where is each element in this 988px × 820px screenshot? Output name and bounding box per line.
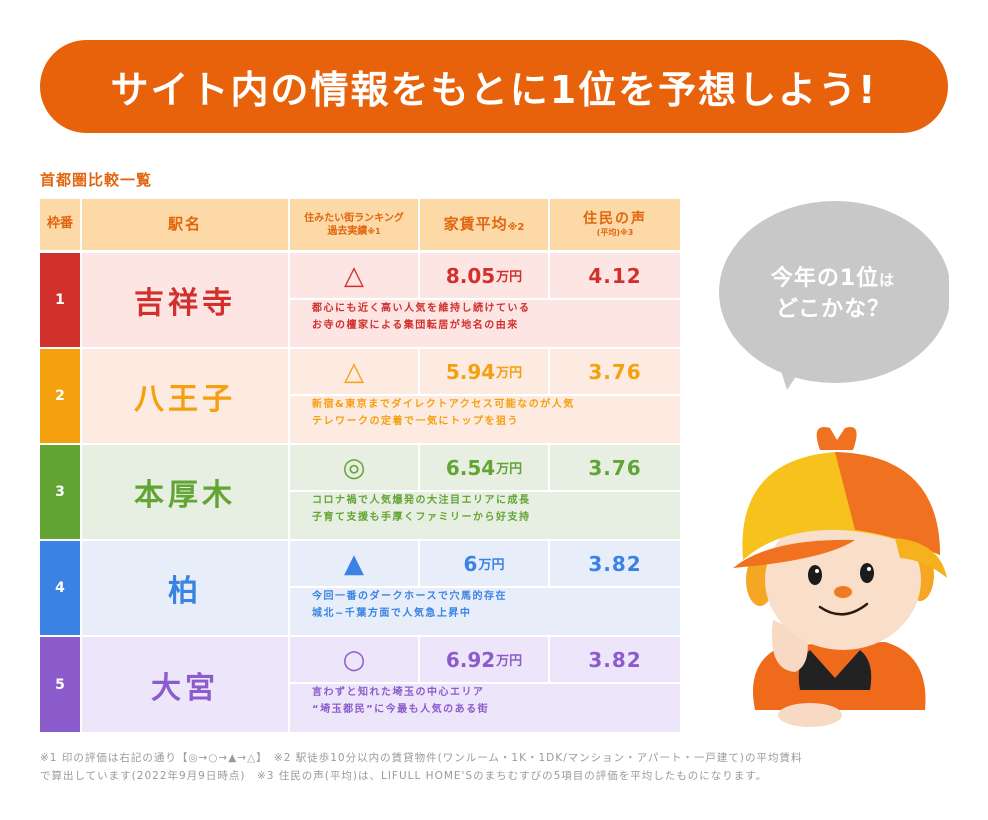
rent-value: 6 bbox=[463, 551, 478, 576]
rent-value: 6.54 bbox=[445, 455, 496, 480]
ranking-mark: △ bbox=[290, 349, 418, 394]
bubble-text: 今年の1位は どこかな？ bbox=[717, 200, 949, 390]
mascot-illustration-icon bbox=[733, 426, 947, 727]
rent-unit: 万円 bbox=[496, 462, 523, 477]
headline-text: サイト内の情報をもとに1位を予想しよう! bbox=[110, 68, 878, 112]
header-rent-note: ※2 bbox=[507, 222, 525, 233]
footnote-line: で算出しています(2022年9月9日時点) ※3 住民の声(平均)は、LIFUL… bbox=[40, 770, 768, 783]
headline-banner: サイト内の情報をもとに1位を予想しよう! bbox=[40, 40, 948, 133]
station-name: 本厚木 bbox=[82, 445, 288, 539]
ranking-mark: ○ bbox=[290, 637, 418, 682]
station-name: 八王子 bbox=[82, 349, 288, 443]
rent-average: 8.05 万円 bbox=[420, 253, 548, 298]
rent-unit: 万円 bbox=[478, 558, 505, 573]
rent-unit: 万円 bbox=[496, 654, 523, 669]
header-waku-label: 枠番 bbox=[46, 216, 73, 232]
description-line: 都心にも近く高い人気を維持し続けている bbox=[312, 303, 531, 314]
speech-bubble: 今年の1位は どこかな？ bbox=[717, 200, 951, 390]
rent-average: 6.92 万円 bbox=[420, 637, 548, 682]
header-voice-sub-text: (平均) bbox=[596, 228, 620, 238]
rent-average: 6.54 万円 bbox=[420, 445, 548, 490]
description-line: コロナ禍で人気爆発の大注目エリアに成長 bbox=[312, 495, 531, 506]
header-ranking-line1: 住みたい街ランキング bbox=[304, 212, 404, 224]
header-rent-label: 家賃平均 bbox=[443, 214, 508, 233]
ranking-mark: △ bbox=[290, 253, 418, 298]
bubble-line1-main: 今年の1位 bbox=[770, 266, 880, 292]
description-line: テレワークの定着で一気にトップを狙う bbox=[312, 416, 519, 427]
footnotes: ※1 印の評価は右記の通り【◎→○→▲→△】 ※2 駅徒歩10分以内の賃貸物件(… bbox=[40, 749, 960, 786]
waku-number: 1 bbox=[40, 253, 80, 347]
footnote-line: ※1 印の評価は右記の通り【◎→○→▲→△】 ※2 駅徒歩10分以内の賃貸物件(… bbox=[40, 752, 803, 764]
description-line: 城北~千葉方面で人気急上昇中 bbox=[312, 608, 472, 619]
rent-value: 8.05 bbox=[445, 263, 496, 288]
table-title: 首都圏比較一覧 bbox=[40, 171, 153, 189]
bubble-line2: どこかな？ bbox=[775, 297, 891, 322]
waku-number: 2 bbox=[40, 349, 80, 443]
station-description: コロナ禍で人気爆発の大注目エリアに成長 子育て支援も手厚くファミリーから好支持 bbox=[290, 492, 680, 539]
description-line: 今回一番のダークホースで穴馬的存在 bbox=[312, 591, 507, 602]
station-description: 新宿&東京までダイレクトアクセス可能なのが人気 テレワークの定着で一気にトップを… bbox=[290, 396, 680, 443]
station-name: 吉祥寺 bbox=[82, 253, 288, 347]
ranking-mark: ◎ bbox=[290, 445, 418, 490]
table-row: 3 本厚木 ◎ 6.54 万円 3.76 コロナ禍で人気爆発の大注目エリアに成長 … bbox=[40, 445, 680, 539]
header-ranking-line2: 過去実績※1 bbox=[327, 225, 380, 238]
description-line: 子育て支援も手厚くファミリーから好支持 bbox=[312, 512, 531, 523]
waku-number: 3 bbox=[40, 445, 80, 539]
header-station: 駅名 bbox=[82, 199, 288, 250]
description-line: 新宿&東京までダイレクトアクセス可能なのが人気 bbox=[312, 399, 575, 410]
header-station-label: 駅名 bbox=[167, 214, 202, 233]
header-voice-label: 住民の声 bbox=[583, 211, 647, 228]
station-description: 都心にも近く高い人気を維持し続けている お寺の檀家による集団転居が地名の由来 bbox=[290, 300, 680, 347]
header-voice: 住民の声 (平均)※3 bbox=[550, 199, 680, 250]
station-name: 大宮 bbox=[82, 637, 288, 732]
rent-unit: 万円 bbox=[496, 366, 523, 381]
header-voice-note: ※3 bbox=[619, 228, 634, 238]
resident-voice-score: 3.82 bbox=[550, 541, 680, 586]
description-line: 言わずと知れた埼玉の中心エリア bbox=[312, 687, 485, 698]
rent-value: 6.92 bbox=[445, 647, 496, 672]
station-name: 柏 bbox=[82, 541, 288, 635]
ranking-mark: ▲ bbox=[290, 541, 418, 586]
rent-unit: 万円 bbox=[496, 270, 523, 285]
mascot-character bbox=[715, 410, 955, 740]
speech-bubble-shape bbox=[719, 201, 951, 390]
waku-number: 4 bbox=[40, 541, 80, 635]
header-waku: 枠番 bbox=[40, 199, 80, 250]
header-ranking: 住みたい街ランキング 過去実績※1 bbox=[290, 199, 418, 250]
table-row: 2 八王子 △ 5.94 万円 3.76 新宿&東京までダイレクトアクセス可能なの… bbox=[40, 349, 680, 443]
station-description: 言わずと知れた埼玉の中心エリア “埼玉都民”に今最も人気のある街 bbox=[290, 684, 680, 732]
header-voice-sub: (平均)※3 bbox=[597, 228, 634, 238]
waku-number: 5 bbox=[40, 637, 80, 732]
table-row: 5 大宮 ○ 6.92 万円 3.82 言わずと知れた埼玉の中心エリア “埼玉都民… bbox=[40, 637, 680, 732]
resident-voice-score: 4.12 bbox=[550, 253, 680, 298]
resident-voice-score: 3.76 bbox=[550, 445, 680, 490]
header-ranking-line2-text: 過去実績 bbox=[327, 225, 368, 237]
bubble-line1-small: は bbox=[879, 271, 896, 290]
bubble-line1: 今年の1位は bbox=[771, 264, 895, 295]
rent-average: 5.94 万円 bbox=[420, 349, 548, 394]
resident-voice-score: 3.82 bbox=[550, 637, 680, 682]
resident-voice-score: 3.76 bbox=[550, 349, 680, 394]
rent-average: 6 万円 bbox=[420, 541, 548, 586]
description-line: “埼玉都民”に今最も人気のある街 bbox=[312, 704, 490, 715]
station-description: 今回一番のダークホースで穴馬的存在 城北~千葉方面で人気急上昇中 bbox=[290, 588, 680, 635]
description-line: お寺の檀家による集団転居が地名の由来 bbox=[312, 320, 519, 331]
table-row: 4 柏 ▲ 6 万円 3.82 今回一番のダークホースで穴馬的存在 城北~千葉方面… bbox=[40, 541, 680, 635]
table-row: 1 吉祥寺 △ 8.05 万円 4.12 都心にも近く高い人気を維持し続けている … bbox=[40, 253, 680, 347]
header-ranking-note: ※1 bbox=[367, 226, 381, 236]
rent-value: 5.94 bbox=[445, 359, 496, 384]
header-rent: 家賃平均 ※2 bbox=[420, 199, 548, 250]
